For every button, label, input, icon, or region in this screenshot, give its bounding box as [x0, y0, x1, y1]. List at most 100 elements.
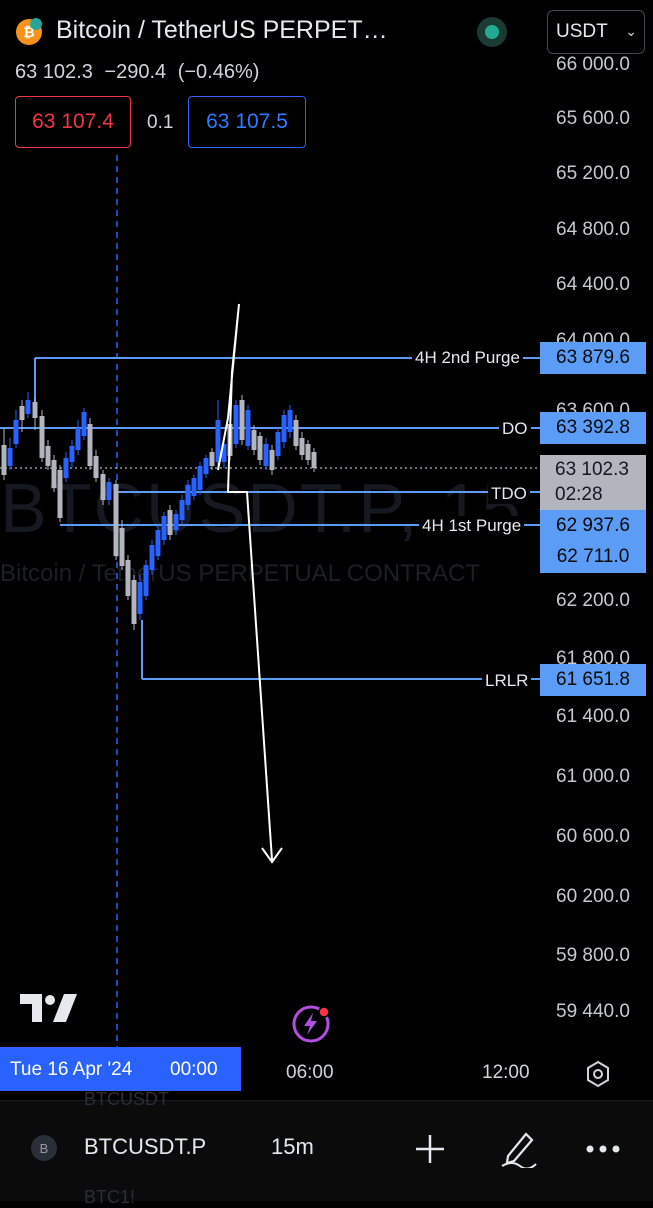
sell-button[interactable]: 63 107.4	[15, 96, 131, 148]
bitcoin-icon: ₿	[16, 18, 42, 45]
level-price-tag: 62 937.6	[540, 510, 646, 542]
market-status-indicator[interactable]	[477, 17, 507, 47]
price-axis-label: 61 400.0	[556, 706, 630, 727]
candle-body	[167, 510, 173, 535]
level-label-lrlr[interactable]: LRLR	[482, 671, 532, 691]
candle-body	[245, 410, 251, 446]
candle-body	[173, 514, 179, 530]
bar-countdown: 02:28	[555, 484, 603, 505]
bottom-toolbar: BTCUSDT BTC1!	[0, 1089, 653, 1207]
ghost-symbol-below: BTC1!	[84, 1187, 136, 1207]
candle-body	[257, 436, 263, 460]
candle-body	[125, 560, 131, 596]
candle-body	[106, 482, 112, 500]
current-price-tag: 63 102.3 02:28	[540, 455, 646, 510]
level-price-tag: 63 879.6	[540, 342, 646, 374]
alert-bolt-icon[interactable]	[291, 1004, 331, 1044]
candle-body	[281, 415, 287, 442]
candle-body	[93, 456, 99, 478]
candle-body	[149, 545, 155, 570]
candle-body	[1, 445, 7, 475]
candle-body	[293, 420, 299, 446]
candle-body	[113, 484, 119, 556]
candle-body	[191, 478, 197, 496]
candle-body	[143, 565, 149, 596]
price-axis-label: 66 000.0	[556, 54, 630, 75]
candle-body	[131, 580, 137, 624]
candle-body	[57, 470, 63, 518]
price-axis-label: 59 800.0	[556, 945, 630, 966]
price-change: −290.4	[104, 61, 167, 83]
candle-body	[251, 430, 257, 450]
interval-button[interactable]: 15m	[271, 1134, 314, 1159]
candle-body	[287, 410, 293, 432]
projection-path	[217, 303, 273, 861]
symbol-avatar: B	[31, 1135, 57, 1161]
level-label-2nd-purge[interactable]: 4H 2nd Purge	[412, 348, 523, 368]
candle-body	[25, 400, 31, 414]
chart-canvas[interactable]	[0, 0, 653, 1100]
candle-body	[239, 400, 245, 440]
candlestick-series	[1, 392, 317, 630]
candle-body	[161, 516, 167, 540]
buy-button[interactable]: 63 107.5	[188, 96, 306, 148]
candle-body	[263, 444, 269, 466]
price-axis-label: 60 600.0	[556, 826, 630, 847]
candle-body	[100, 474, 106, 500]
symbol-button[interactable]: BTCUSDT.P	[84, 1134, 207, 1159]
candle-body	[215, 420, 221, 462]
price-axis-label: 61 800.0	[556, 648, 630, 669]
quote-line: 63 102.3 −290.4 (−0.46%)	[15, 61, 265, 84]
level-label-1st-purge[interactable]: 4H 1st Purge	[419, 516, 525, 536]
plus-icon[interactable]	[414, 1133, 446, 1165]
projection-arrowhead	[261, 847, 283, 864]
candle-body	[7, 448, 13, 466]
level-label-do[interactable]: DO	[499, 419, 531, 439]
candle-body	[155, 530, 161, 556]
candle-body	[39, 416, 45, 458]
settings-icon[interactable]	[584, 1060, 612, 1088]
candle-body	[51, 460, 57, 488]
cursor-time: 00:00	[170, 1059, 218, 1080]
price-axis-label: 61 000.0	[556, 766, 630, 787]
price-axis-label: 64 400.0	[556, 274, 630, 295]
candle-body	[203, 458, 209, 474]
candle-body	[119, 528, 125, 566]
price-axis-label: 60 200.0	[556, 886, 630, 907]
time-axis-label: 12:00	[482, 1062, 530, 1083]
candle-body	[13, 420, 19, 444]
pencil-icon[interactable]	[500, 1128, 538, 1168]
level-label-tdo[interactable]: TDO	[488, 484, 530, 504]
candle-body	[137, 582, 143, 614]
candle-body	[311, 452, 317, 468]
candle-body	[75, 428, 81, 450]
symbol-title[interactable]: Bitcoin / TetherUS PERPET…	[56, 16, 388, 44]
more-icon[interactable]	[585, 1143, 621, 1155]
candle-body	[32, 402, 38, 418]
chart-watermark-description: Bitcoin / TetherUS PERPETUAL CONTRACT	[0, 560, 481, 587]
candle-body	[45, 446, 51, 466]
candle-body	[269, 450, 275, 470]
candle-body	[209, 452, 215, 466]
level-price-tag: 63 392.8	[540, 412, 646, 444]
candle-body	[233, 405, 239, 444]
tradingview-logo-icon	[20, 994, 77, 1022]
currency-select[interactable]: USDT ⌄	[547, 10, 645, 54]
level-price-tag: 62 711.0	[540, 541, 646, 573]
time-axis-label: 06:00	[286, 1062, 334, 1083]
candle-body	[87, 424, 93, 466]
currency-select-label: USDT	[556, 21, 608, 42]
last-price: 63 102.3	[15, 61, 93, 83]
candle-body	[69, 446, 75, 462]
candle-body	[19, 406, 25, 420]
cursor-date: Tue 16 Apr '24	[10, 1059, 133, 1080]
price-axis-label: 59 440.0	[556, 1001, 630, 1022]
spread-value: 0.1	[147, 112, 174, 133]
candle-body	[197, 466, 203, 490]
price-axis-label: 64 800.0	[556, 219, 630, 240]
price-change-percent: (−0.46%)	[177, 61, 260, 83]
candle-body	[221, 444, 227, 462]
price-axis-label: 65 600.0	[556, 108, 630, 129]
candle-body	[305, 444, 311, 460]
candle-body	[275, 432, 281, 456]
